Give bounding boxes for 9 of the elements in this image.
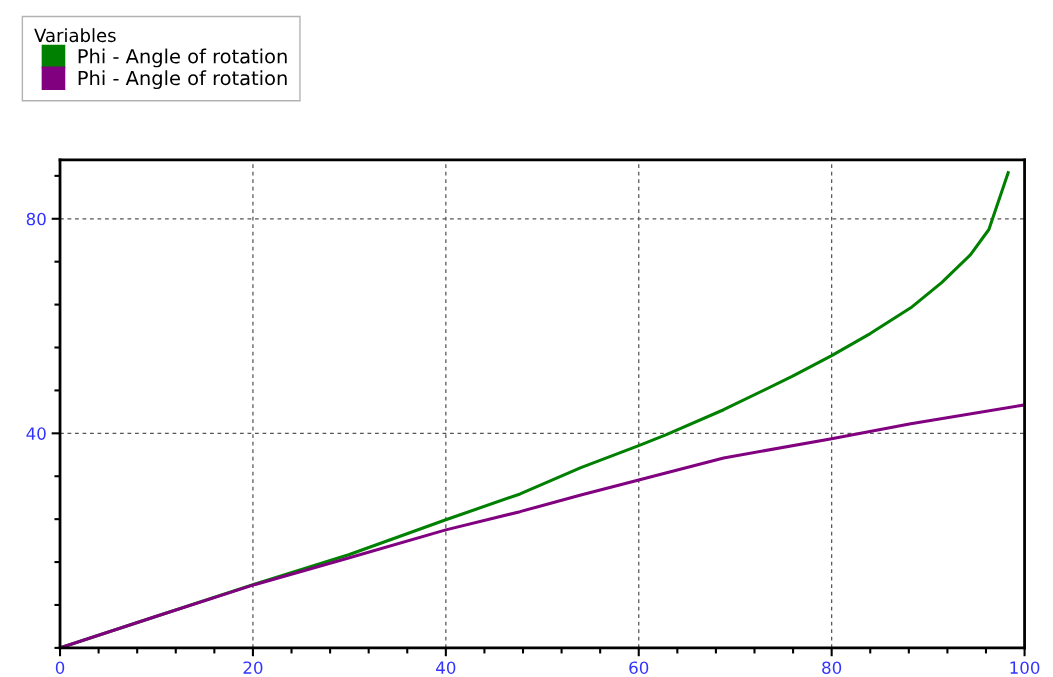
x-tick-label: 0 xyxy=(55,661,65,674)
x-tick-label: 40 xyxy=(436,661,456,674)
legend-label: Phi - Angle of rotation xyxy=(78,48,287,68)
x-tick-label: 20 xyxy=(243,661,263,674)
x-tick-label: 100 xyxy=(1010,661,1040,674)
x-tick-label: 60 xyxy=(629,661,649,674)
x-tick-label: 80 xyxy=(822,661,842,674)
legend-title: Variables xyxy=(34,28,116,43)
legend-label: Phi - Angle of rotation xyxy=(78,70,287,90)
